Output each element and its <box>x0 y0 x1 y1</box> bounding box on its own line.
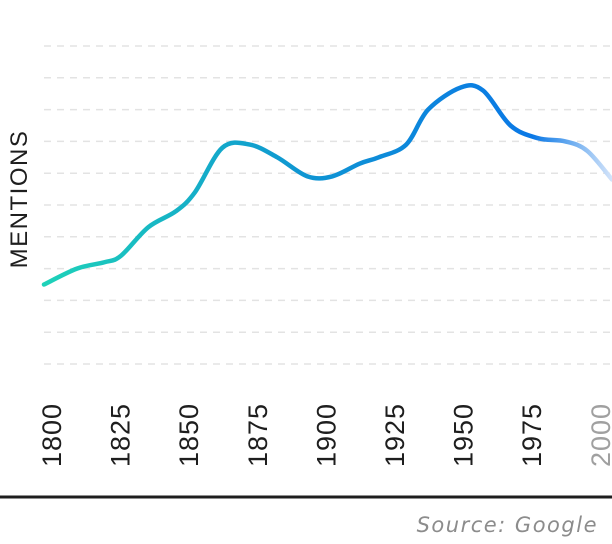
x-tick-label: 1900 <box>311 403 341 467</box>
x-tick-label: 1825 <box>106 403 136 467</box>
y-axis-label: MENTIONS <box>6 130 33 269</box>
x-tick-label: 1925 <box>380 403 410 467</box>
series-line <box>41 83 612 287</box>
x-axis-tick-labels: 1800 1825 1850 1875 1900 1925 1950 1975 2000 <box>37 403 612 467</box>
gridlines <box>44 45 612 365</box>
x-tick-label: 1850 <box>174 403 204 467</box>
x-tick-label: 1800 <box>37 403 67 467</box>
x-tick-label: 1875 <box>243 403 273 467</box>
x-tick-label: 1975 <box>517 403 547 467</box>
x-tick-label: 2000 <box>586 403 612 467</box>
x-tick-label: 1950 <box>449 403 479 467</box>
source-caption: Source: Google <box>416 513 598 537</box>
